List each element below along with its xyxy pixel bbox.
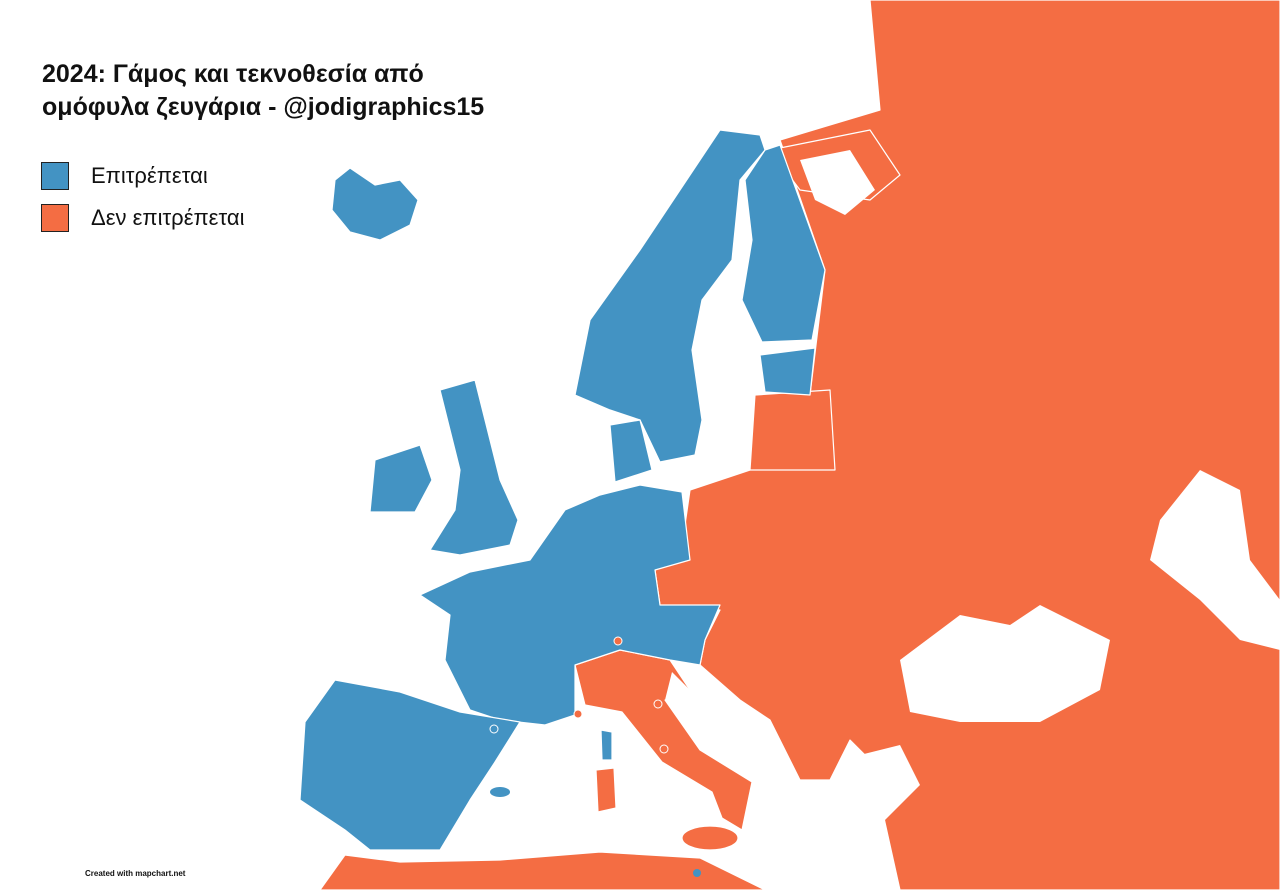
iberia-region xyxy=(299,679,521,851)
scandinavia-region xyxy=(574,129,766,463)
legend-label-not-allowed: Δεν επιτρέπεται xyxy=(91,205,245,230)
caspian-sea xyxy=(1150,470,1280,650)
north-africa-region xyxy=(319,851,766,890)
corsica-region xyxy=(600,729,613,761)
map-title: 2024: Γάμος και τεκνοθεσία από ομόφυλα ζ… xyxy=(42,58,522,124)
credit-text: Created with mapchart.net xyxy=(85,869,186,878)
eastern-europe-russia-region xyxy=(654,0,1280,890)
vatican-marker xyxy=(659,744,669,754)
title-line-2: ομόφυλα ζευγάρια - @jodigraphics15 xyxy=(42,93,485,121)
legend-swatch-not-allowed xyxy=(41,204,69,232)
iceland-region xyxy=(331,167,419,241)
andorra-marker xyxy=(489,724,499,734)
legend-swatch-allowed xyxy=(41,162,69,190)
white-sea xyxy=(800,150,875,215)
legend: Επιτρέπεται Δεν επιτρέπεται xyxy=(41,155,244,239)
legend-label-allowed: Επιτρέπεται xyxy=(91,163,208,188)
legend-item-not-allowed: Δεν επιτρέπεται xyxy=(41,197,244,239)
malta-region xyxy=(693,869,701,877)
latvia-lithuania-region xyxy=(749,389,836,471)
italy-region xyxy=(574,649,753,831)
san-marino-marker xyxy=(653,699,663,709)
aegean-sea xyxy=(840,745,920,825)
liechtenstein-marker xyxy=(613,636,623,646)
legend-item-allowed: Επιτρέπεται xyxy=(41,155,244,197)
estonia-region xyxy=(759,347,816,396)
sicily-region xyxy=(681,825,739,851)
adriatic-sea xyxy=(665,672,760,775)
balearic-region xyxy=(490,787,510,797)
not-allowed-regions xyxy=(319,0,1280,890)
seas xyxy=(665,150,1280,825)
sardinia-region xyxy=(595,767,617,813)
finland-region xyxy=(741,144,826,343)
allowed-regions xyxy=(299,129,826,877)
ireland-region xyxy=(369,444,433,513)
black-sea xyxy=(900,605,1110,722)
denmark-region xyxy=(609,419,653,483)
monaco-marker xyxy=(573,709,583,719)
title-line-1: 2024: Γάμος και τεκνοθεσία από xyxy=(42,60,424,88)
great-britain-region xyxy=(429,379,519,556)
